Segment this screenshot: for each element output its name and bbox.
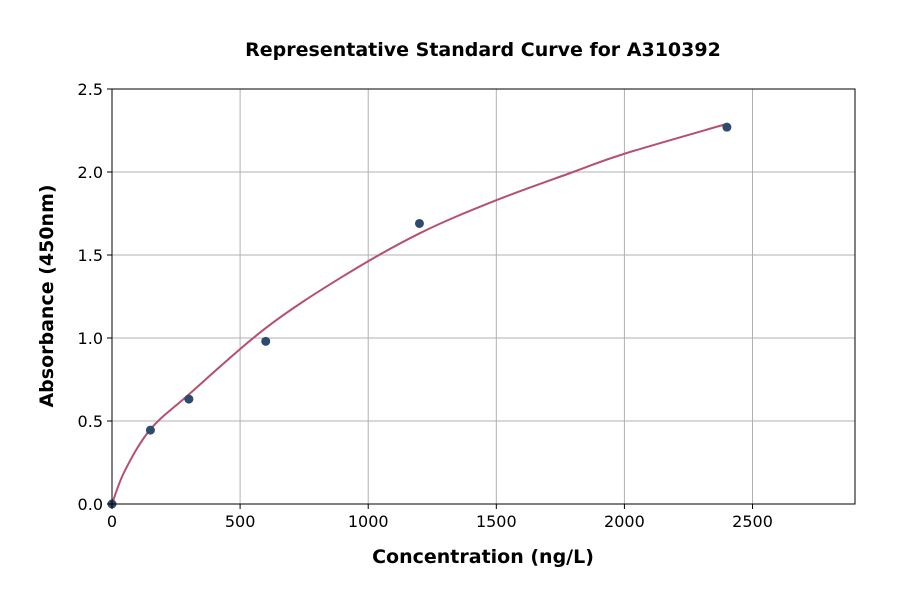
y-axis-label: Absorbance (450nm) [36,184,58,407]
chart-title: Representative Standard Curve for A31039… [245,39,721,61]
x-tick-label: 2500 [732,512,773,531]
y-tick-label: 0.0 [78,495,103,514]
x-axis-ticks: 0 500 1000 1500 2000 2500 [107,504,773,531]
data-points [107,122,732,509]
y-tick-label: 1.5 [78,246,103,265]
data-point [145,425,155,435]
data-point [722,122,732,132]
y-tick-label: 2.5 [78,80,103,99]
fit-curve-group [111,122,728,505]
x-tick-label: 2000 [604,512,645,531]
data-point [414,218,424,228]
y-tick-label: 2.0 [78,163,103,182]
x-tick-label: 500 [225,512,256,531]
y-tick-label: 0.5 [78,412,103,431]
y-tick-label: 1.0 [78,329,103,348]
x-axis-label: Concentration (ng/L) [372,546,594,568]
data-point [184,394,194,404]
data-point [261,336,271,346]
fit-curve [111,122,728,505]
grid [111,88,855,505]
x-tick-label: 1500 [476,512,517,531]
x-tick-label: 1000 [348,512,389,531]
x-tick-label: 0 [107,512,117,531]
plot-frame [111,88,856,505]
y-axis-ticks: 0.0 0.5 1.0 1.5 2.0 2.5 [78,80,112,514]
